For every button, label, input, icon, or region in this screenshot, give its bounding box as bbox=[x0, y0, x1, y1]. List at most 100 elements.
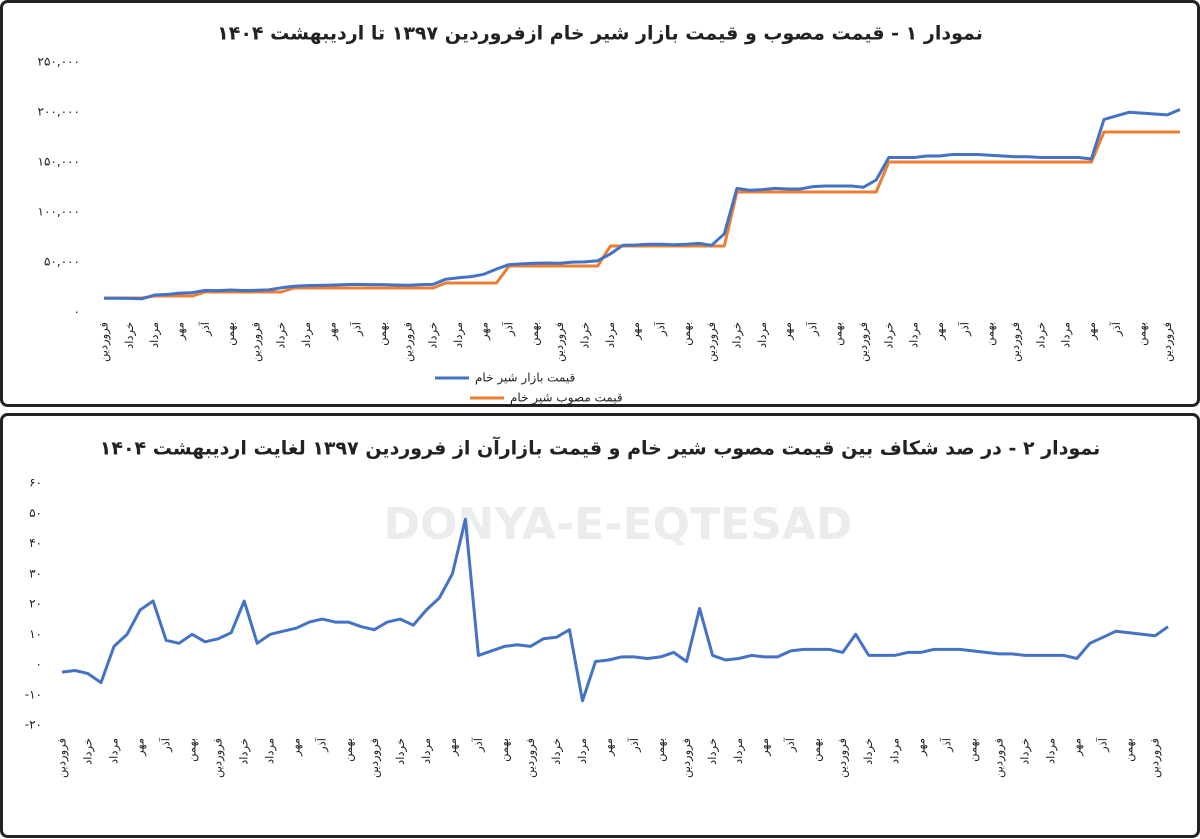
x-tick-label: مرداد bbox=[907, 322, 922, 348]
y-tick-label: ۵۰,۰۰۰ bbox=[44, 255, 80, 269]
x-tick-label: مهر bbox=[932, 322, 947, 341]
x-tick-label: آذر bbox=[783, 737, 798, 753]
x-tick-label: آذر bbox=[1095, 737, 1110, 753]
y-tick-label: ۰ bbox=[74, 305, 80, 319]
x-tick-label: مرداد bbox=[1059, 322, 1074, 348]
y-tick-label: ۲۵۰,۰۰۰ bbox=[38, 55, 81, 69]
x-tick-label: مهر bbox=[476, 322, 491, 341]
panel-1 bbox=[0, 0, 1200, 407]
x-tick-label: فروردین bbox=[835, 738, 850, 778]
y-tick-label: ۲۰ bbox=[29, 597, 42, 611]
x-tick-label: فروردین bbox=[679, 738, 694, 778]
panel-2 bbox=[0, 413, 1200, 838]
x-tick-label: خرداد bbox=[705, 738, 720, 765]
x-tick-label: بهمن bbox=[527, 322, 542, 346]
x-tick-label: خرداد bbox=[122, 322, 137, 349]
x-tick-label: آذر bbox=[653, 321, 668, 337]
series-line bbox=[104, 108, 1181, 301]
x-tick-label: خرداد bbox=[549, 738, 564, 765]
x-tick-label: مهر bbox=[780, 322, 795, 341]
legend-label: قیمت بازار شیر خام bbox=[475, 371, 575, 386]
x-tick-label: بهمن bbox=[1121, 738, 1136, 762]
x-tick-label: آذر bbox=[805, 321, 820, 337]
x-tick-label: آذر bbox=[198, 321, 213, 337]
x-tick-label: مرداد bbox=[755, 322, 770, 348]
x-tick-label: بهمن bbox=[653, 738, 668, 762]
x-tick-label: بهمن bbox=[223, 322, 238, 346]
x-tick-label: مهر bbox=[133, 738, 148, 757]
series-line bbox=[61, 517, 1169, 703]
y-tick-label: ۴۰ bbox=[29, 536, 42, 550]
x-tick-label: مرداد bbox=[107, 738, 122, 764]
x-tick-label: فروردین bbox=[211, 738, 226, 778]
x-tick-label: مرداد bbox=[147, 322, 162, 348]
x-tick-label: فروردین bbox=[856, 322, 871, 362]
x-tick-label: خرداد bbox=[578, 322, 593, 349]
chart-title: نمودار ۲ - در صد شکاف بین قیمت مصوب شیر … bbox=[100, 436, 1100, 460]
x-tick-label: مرداد bbox=[575, 738, 590, 764]
x-tick-label: مهر bbox=[757, 738, 772, 757]
x-tick-label: بهمن bbox=[185, 738, 200, 762]
x-tick-label: مرداد bbox=[887, 738, 902, 764]
x-tick-label: خرداد bbox=[393, 738, 408, 765]
x-tick-label: مرداد bbox=[451, 322, 466, 348]
x-tick-label: فروردین bbox=[400, 322, 415, 362]
x-tick-label: آذر bbox=[471, 737, 486, 753]
x-tick-label: بهمن bbox=[809, 738, 824, 762]
x-tick-label: مهر bbox=[913, 738, 928, 757]
x-tick-label: مهر bbox=[628, 322, 643, 341]
x-tick-label: فروردین bbox=[552, 322, 567, 362]
x-tick-label: مهر bbox=[1084, 322, 1099, 341]
y-tick-label: ۱۰۰,۰۰۰ bbox=[38, 205, 81, 219]
watermark: DONYA-E-EQTESAD bbox=[384, 499, 853, 550]
x-tick-label: خرداد bbox=[881, 322, 896, 349]
x-tick-label: فروردین bbox=[248, 322, 263, 362]
x-tick-label: آذر bbox=[159, 737, 174, 753]
x-tick-label: بهمن bbox=[341, 738, 356, 762]
x-tick-label: فروردین bbox=[523, 738, 538, 778]
x-tick-label: آذر bbox=[957, 321, 972, 337]
x-tick-label: مهر bbox=[324, 322, 339, 341]
y-tick-label: ۶۰ bbox=[29, 476, 42, 490]
x-tick-label: مهر bbox=[445, 738, 460, 757]
x-tick-label: مهر bbox=[289, 738, 304, 757]
x-tick-label: خرداد bbox=[1033, 322, 1048, 349]
chart-title: نمودار ۱ - قیمت مصوب و قیمت بازار شیر خا… bbox=[217, 23, 983, 45]
x-tick-label: آذر bbox=[939, 737, 954, 753]
x-tick-label: فروردین bbox=[1160, 322, 1175, 362]
x-tick-label: فروردین bbox=[704, 322, 719, 362]
y-tick-label: ۱۰ bbox=[29, 627, 42, 641]
x-tick-label: خرداد bbox=[426, 322, 441, 349]
x-tick-label: خرداد bbox=[729, 322, 744, 349]
x-tick-label: مهر bbox=[601, 738, 616, 757]
y-tick-label: ۵۰ bbox=[29, 506, 42, 520]
y-tick-label: -۱۰ bbox=[25, 687, 42, 701]
x-tick-label: بهمن bbox=[497, 738, 512, 762]
y-tick-label: -۲۰ bbox=[25, 718, 42, 732]
x-tick-label: بهمن bbox=[375, 322, 390, 346]
x-tick-label: مرداد bbox=[603, 322, 618, 348]
x-tick-label: خرداد bbox=[861, 738, 876, 765]
x-tick-label: مرداد bbox=[299, 322, 314, 348]
x-tick-label: مرداد bbox=[731, 738, 746, 764]
x-tick-label: بهمن bbox=[679, 322, 694, 346]
x-tick-label: خرداد bbox=[81, 738, 96, 765]
x-tick-label: مرداد bbox=[263, 738, 278, 764]
x-tick-label: مهر bbox=[1069, 738, 1084, 757]
x-tick-label: بهمن bbox=[983, 322, 998, 346]
y-tick-label: ۰ bbox=[36, 657, 42, 671]
y-tick-label: ۲۰۰,۰۰۰ bbox=[38, 105, 81, 119]
x-tick-label: خرداد bbox=[1017, 738, 1032, 765]
x-tick-label: بهمن bbox=[831, 322, 846, 346]
x-tick-label: فروردین bbox=[97, 322, 112, 362]
x-tick-label: خرداد bbox=[274, 322, 289, 349]
legend-label: قیمت مصوب شیر خام bbox=[510, 391, 623, 406]
x-tick-label: آذر bbox=[350, 321, 365, 337]
x-tick-label: بهمن bbox=[1135, 322, 1150, 346]
y-tick-label: ۳۰ bbox=[29, 566, 42, 580]
x-tick-label: فروردین bbox=[1008, 322, 1023, 362]
x-tick-label: فروردین bbox=[55, 738, 70, 778]
x-tick-label: مهر bbox=[172, 322, 187, 341]
x-tick-label: فروردین bbox=[367, 738, 382, 778]
